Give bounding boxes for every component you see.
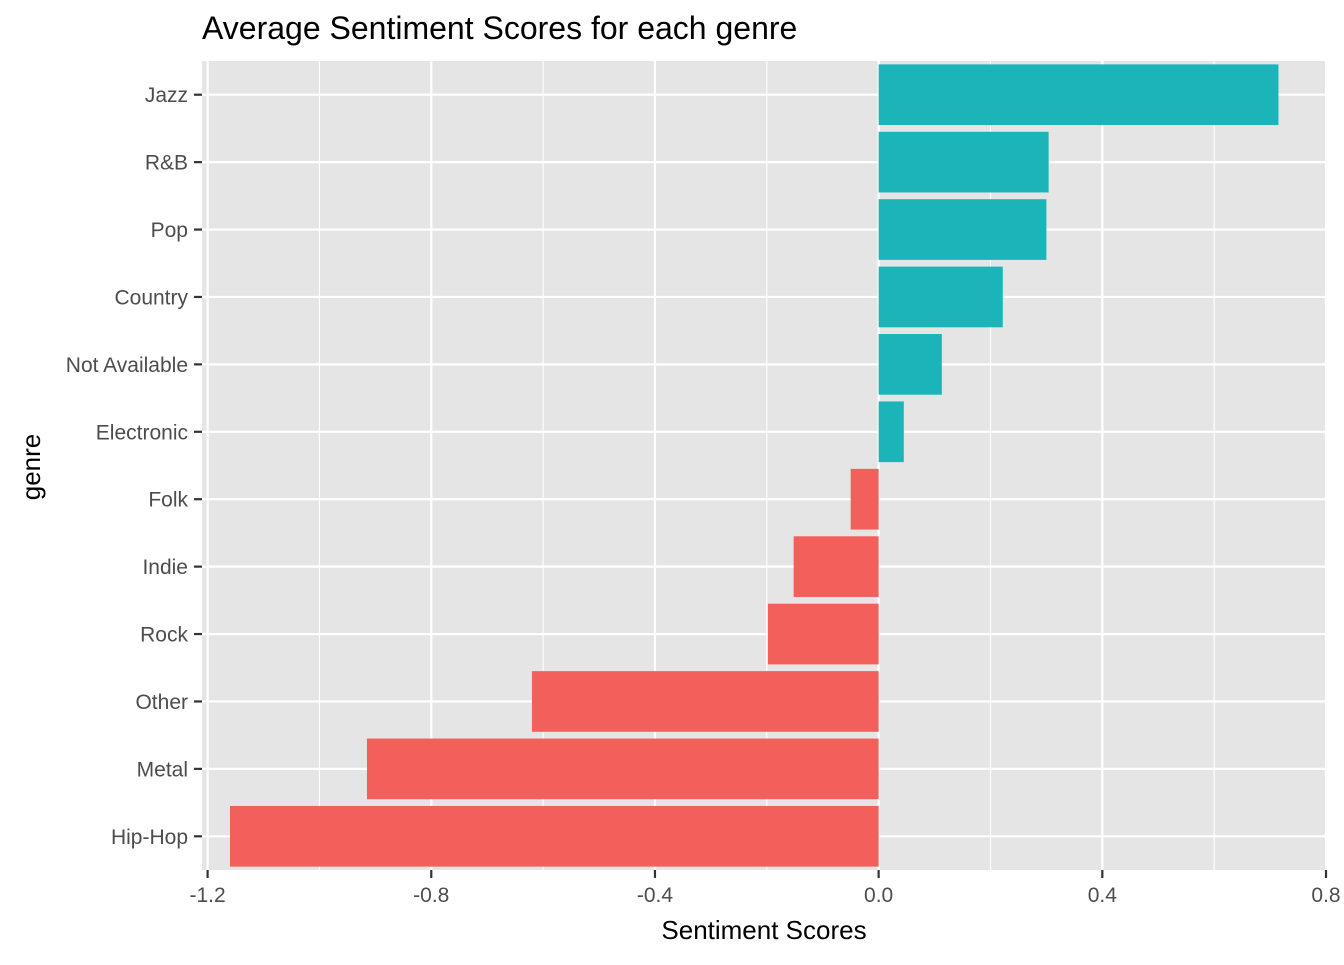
x-tick-label: 0.8: [1311, 884, 1340, 907]
y-tick-label: Hip-Hop: [111, 826, 188, 849]
bar-indie: [793, 536, 879, 597]
x-axis-label: Sentiment Scores: [661, 915, 866, 945]
y-tick-label: Rock: [140, 624, 188, 647]
y-tick-label: Folk: [148, 489, 188, 512]
bar-country: [878, 266, 1003, 328]
bar-electronic: [878, 401, 904, 463]
bars-group: [229, 64, 1279, 867]
y-tick-label: Jazz: [145, 84, 188, 107]
y-tick-label: Pop: [151, 219, 188, 242]
plot-panel: [202, 61, 1326, 870]
x-axis: -1.2 -0.8 -0.4 0.0 0.4 0.8: [189, 870, 1341, 907]
bar-pop: [878, 199, 1047, 260]
y-tick-label: R&B: [145, 152, 188, 175]
x-tick-label: -1.2: [189, 884, 225, 907]
bar-other: [531, 671, 879, 732]
y-tick-label: Electronic: [96, 421, 188, 444]
x-tick-label: 0.4: [1088, 884, 1118, 907]
minor-gridlines: [318, 61, 1215, 870]
bar-jazz: [878, 64, 1279, 126]
y-tick-label: Indie: [142, 556, 188, 579]
y-tick-label: Other: [135, 691, 188, 714]
x-tick-label: -0.4: [637, 884, 674, 907]
y-axis: Hip-Hop Metal Other Rock Indie Folk Electronic…: [66, 84, 202, 849]
chart-title: Average Sentiment Scores for each genre: [202, 10, 797, 46]
x-tick-label: 0.0: [864, 884, 893, 907]
x-tick-label: -0.8: [413, 884, 449, 907]
bar-folk: [850, 468, 879, 530]
bar-metal: [366, 738, 879, 800]
y-tick-label: Metal: [137, 758, 188, 781]
y-tick-label: Not Available: [66, 354, 188, 377]
bar-hip-hop: [229, 805, 879, 867]
bar-randb: [878, 131, 1049, 193]
bar-not-available: [878, 334, 942, 395]
bar-rock: [767, 603, 879, 665]
y-tick-label: Country: [114, 286, 188, 309]
y-axis-label: genre: [16, 434, 46, 501]
